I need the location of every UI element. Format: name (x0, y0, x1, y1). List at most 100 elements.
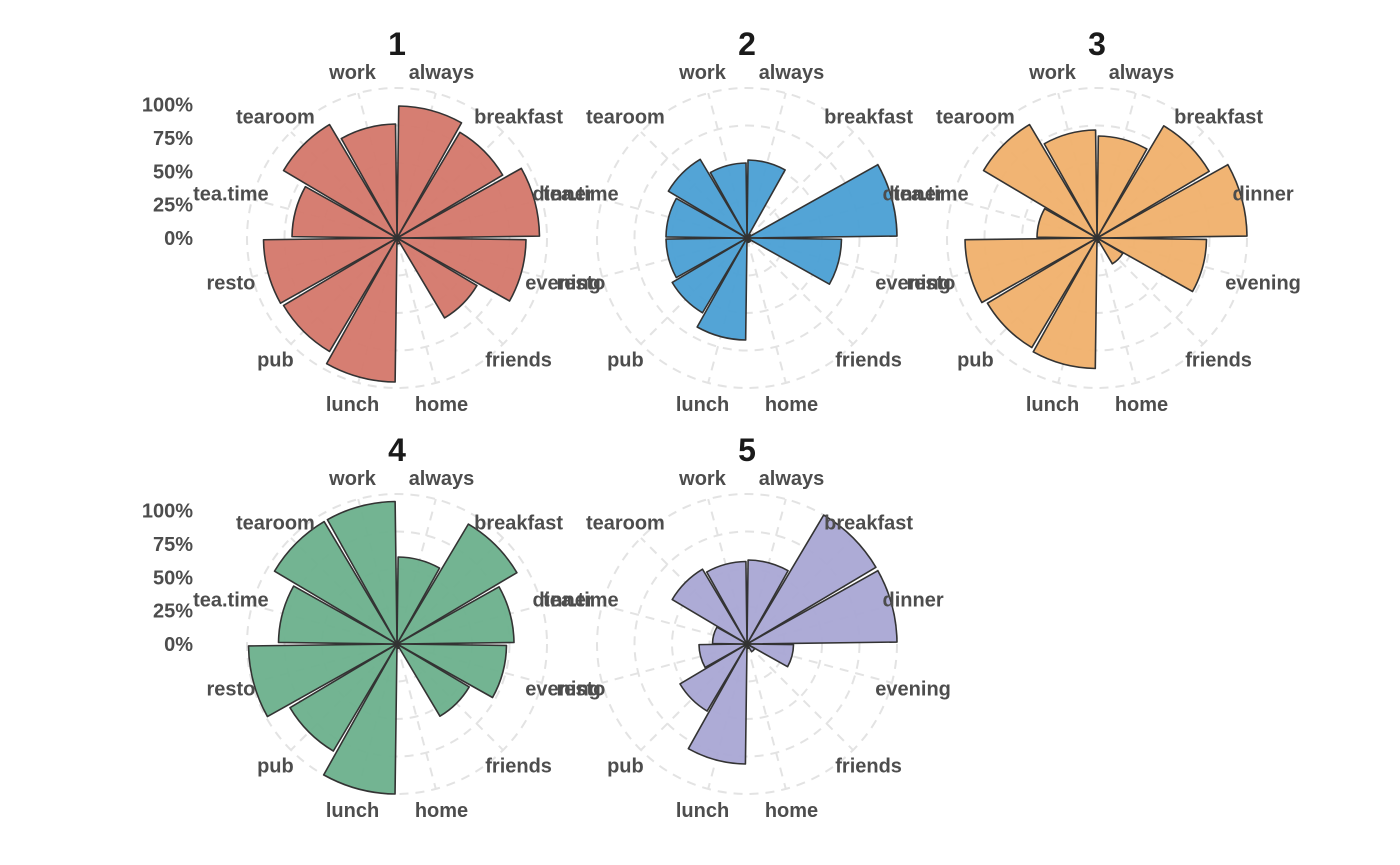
grid-ring (671, 162, 823, 314)
category-label-pub: pub (257, 350, 294, 372)
category-label-breakfast: breakfast (474, 106, 563, 128)
radial-tick-label: 0% (164, 228, 193, 250)
wedge-evening (396, 237, 527, 302)
wedge-lunch (696, 237, 748, 341)
category-label-friends: friends (1185, 350, 1252, 372)
wedge-always (746, 159, 786, 239)
wedge-breakfast (746, 514, 877, 645)
wedge-lunch (687, 643, 748, 765)
wedge-work (326, 500, 398, 645)
panel-title: 5 (738, 432, 756, 468)
category-label-dinner: dinner (533, 184, 594, 206)
category-label-lunch: lunch (676, 800, 729, 822)
category-label-resto: resto (206, 273, 255, 295)
grid-ring (321, 568, 473, 720)
wedge-tea-time (1036, 207, 1098, 239)
category-label-friends: friends (485, 756, 552, 778)
category-label-friends: friends (485, 350, 552, 372)
grid-ring (283, 530, 511, 758)
radial-tick-labels: 0% 25% 50% 75% 100% (142, 95, 193, 251)
wedge-resto (247, 643, 398, 718)
wedge-pub (679, 643, 748, 712)
wedge-lunch (325, 237, 398, 383)
wedge-always (396, 556, 441, 645)
radial-tick-label: 25% (153, 601, 193, 623)
polar-panel-2: always breakfast dinner evening friends home l… (543, 26, 951, 416)
category-label-evening: evening (525, 679, 601, 701)
radial-tick-label: 75% (153, 128, 193, 150)
wedge-friends (396, 643, 470, 717)
wedge-tea-time (291, 185, 398, 239)
grid-ring (671, 568, 823, 720)
category-label-resto: resto (906, 273, 955, 295)
wedge-breakfast (1096, 125, 1210, 239)
category-label-work: work (328, 468, 377, 490)
wedge-lunch (1032, 237, 1098, 370)
category-label-lunch: lunch (326, 394, 379, 416)
category-label-breakfast: breakfast (824, 106, 913, 128)
category-label-work: work (1028, 62, 1077, 84)
category-label-lunch: lunch (676, 394, 729, 416)
category-label-work: work (678, 468, 727, 490)
grid-spoke (746, 131, 854, 239)
category-label-resto: resto (556, 679, 605, 701)
wedge-tearoom (273, 520, 398, 645)
grid-ring (633, 530, 861, 758)
category-labels: always breakfast dinner evening friends home l… (193, 62, 601, 416)
panel-title: 2 (738, 26, 756, 62)
category-label-breakfast: breakfast (474, 512, 563, 534)
wedge-evening (746, 643, 795, 668)
category-label-breakfast: breakfast (1174, 106, 1263, 128)
category-label-lunch: lunch (1026, 394, 1079, 416)
category-label-friends: friends (835, 350, 902, 372)
wedge-dinner (396, 586, 515, 645)
category-labels: always breakfast dinner evening friends home l… (543, 468, 951, 822)
category-label-dinner: dinner (533, 590, 594, 612)
category-label-evening: evening (525, 273, 601, 295)
wedge-work (340, 123, 398, 239)
category-label-pub: pub (257, 756, 294, 778)
panel-title: 4 (388, 432, 406, 468)
category-labels: always breakfast dinner evening friends home l… (193, 468, 601, 822)
wedge-breakfast (396, 131, 504, 239)
category-label-pub: pub (607, 350, 644, 372)
category-label-home: home (765, 800, 818, 822)
wedge-group (247, 500, 518, 795)
grid-ring (633, 124, 861, 352)
category-label-home: home (415, 394, 468, 416)
wedge-evening (746, 237, 843, 285)
category-label-work: work (328, 62, 377, 84)
radial-tick-label: 50% (153, 161, 193, 183)
wedge-group (671, 514, 898, 765)
category-label-dinner: dinner (1233, 184, 1294, 206)
category-label-evening: evening (875, 679, 951, 701)
grid-ring (283, 124, 511, 352)
grid-ring (321, 162, 473, 314)
category-label-tea-time: tea.time (193, 184, 269, 206)
wedge-dinner (746, 569, 898, 645)
wedge-pub (671, 237, 748, 314)
wedge-resto (698, 643, 748, 669)
category-label-tea-time: tea.time (893, 184, 969, 206)
polar-panel-4: always breakfast dinner evening friends home l… (142, 432, 601, 822)
category-label-resto: resto (556, 273, 605, 295)
wedge-friends (396, 237, 478, 319)
wedge-evening (1096, 237, 1208, 293)
wedge-pub (986, 237, 1098, 349)
polar-panel-5: always breakfast dinner evening friends home l… (543, 432, 951, 822)
category-label-tearoom: tearoom (586, 512, 665, 534)
radial-tick-label: 0% (164, 634, 193, 656)
grid-spoke (396, 237, 437, 384)
wedge-group (665, 158, 898, 341)
grid-spoke (746, 643, 854, 751)
wedge-resto (665, 237, 748, 279)
grid-spoke (746, 237, 787, 384)
category-label-home: home (415, 800, 468, 822)
category-label-friends: friends (835, 756, 902, 778)
wedge-always (396, 105, 463, 239)
radial-tick-label: 25% (153, 195, 193, 217)
radial-tick-label: 100% (142, 501, 193, 523)
category-label-pub: pub (957, 350, 994, 372)
category-label-tearoom: tearoom (236, 106, 315, 128)
